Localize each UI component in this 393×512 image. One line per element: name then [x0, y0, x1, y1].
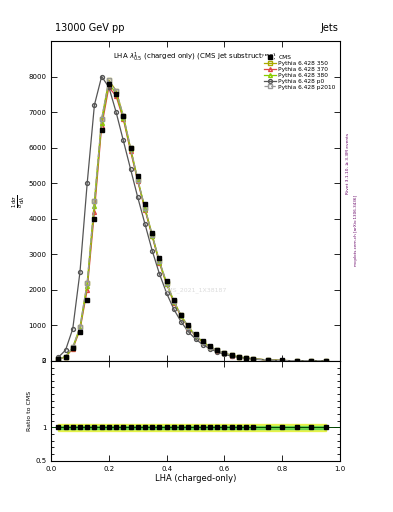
Text: CMS_2021_1X38187: CMS_2021_1X38187 [164, 288, 227, 293]
Text: mcplots.cern.ch [arXiv:1306.3436]: mcplots.cern.ch [arXiv:1306.3436] [354, 195, 358, 266]
Text: LHA $\lambda^{1}_{0.5}$ (charged only) (CMS jet substructure): LHA $\lambda^{1}_{0.5}$ (charged only) (… [114, 51, 277, 64]
Legend: CMS, Pythia 6.428 350, Pythia 6.428 370, Pythia 6.428 380, Pythia 6.428 p0, Pyth: CMS, Pythia 6.428 350, Pythia 6.428 370,… [263, 53, 337, 91]
Y-axis label: $\frac{1}{\sigma}\frac{\mathrm{d}\sigma}{\mathrm{d}\lambda}$: $\frac{1}{\sigma}\frac{\mathrm{d}\sigma}… [11, 194, 27, 207]
Text: 13000 GeV pp: 13000 GeV pp [55, 23, 125, 33]
Text: Jets: Jets [320, 23, 338, 33]
Text: Rivet 3.1.10, ≥ 3.3M events: Rivet 3.1.10, ≥ 3.3M events [346, 133, 350, 195]
Y-axis label: Ratio to CMS: Ratio to CMS [28, 391, 32, 431]
X-axis label: LHA (charged-only): LHA (charged-only) [155, 475, 236, 483]
